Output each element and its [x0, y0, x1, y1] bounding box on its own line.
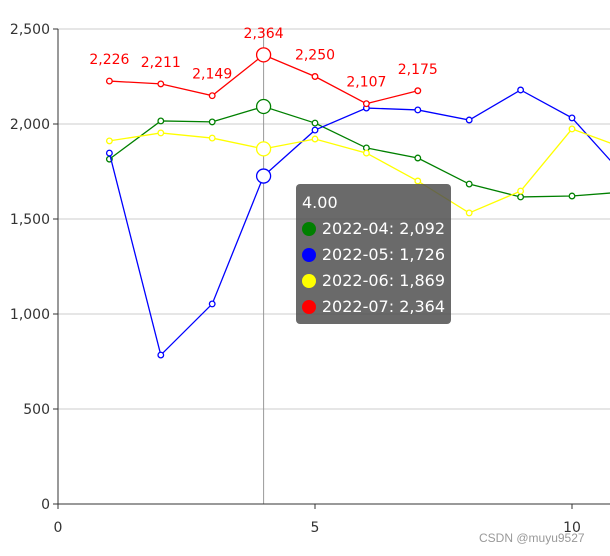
data-point[interactable] — [465, 116, 473, 124]
data-point[interactable] — [414, 87, 422, 95]
watermark: CSDN @muyu9527 — [479, 531, 585, 545]
tooltip-row: 2022-06: 1,869 — [302, 268, 445, 294]
y-tick-label: 1,500 — [10, 212, 50, 228]
series-dot-icon — [302, 222, 316, 236]
data-point[interactable] — [517, 86, 525, 94]
y-tick-label: 2,000 — [10, 117, 50, 133]
tooltip-title: 4.00 — [302, 193, 338, 212]
tooltip-row: 2022-05: 1,726 — [302, 242, 445, 268]
data-point[interactable] — [311, 73, 319, 80]
data-point[interactable] — [208, 134, 216, 142]
data-label: 2,211 — [141, 55, 181, 71]
data-label: 2,226 — [89, 52, 129, 68]
data-point[interactable] — [311, 119, 319, 127]
data-point[interactable] — [414, 106, 422, 114]
series-lines[interactable] — [105, 47, 610, 359]
data-point[interactable] — [208, 300, 216, 308]
data-label: 2,149 — [192, 67, 232, 83]
data-point[interactable] — [311, 126, 319, 134]
series-dot-icon — [302, 300, 316, 314]
x-tick-label: 0 — [54, 520, 63, 536]
x-tick-label: 5 — [311, 520, 320, 536]
series-dot-icon — [302, 274, 316, 288]
data-point[interactable] — [157, 129, 165, 137]
data-point[interactable] — [208, 118, 216, 126]
y-tick-label: 1,000 — [10, 307, 50, 323]
data-label: 2,175 — [398, 62, 438, 78]
data-point[interactable] — [311, 135, 319, 143]
data-label: 2,364 — [244, 26, 284, 42]
data-point[interactable] — [465, 180, 473, 188]
data-labels: 2,226 2,211 2,149 2,364 2,250 2,107 2,175 — [89, 26, 437, 91]
data-point[interactable] — [517, 193, 525, 201]
series-dot-icon — [302, 248, 316, 262]
data-point[interactable] — [255, 168, 272, 184]
x-tick-label: 10 — [563, 520, 581, 536]
data-point[interactable] — [105, 149, 113, 157]
data-point[interactable] — [105, 137, 113, 145]
tooltip-row: 2022-04: 2,092 — [302, 216, 445, 242]
data-label: 2,107 — [346, 75, 386, 91]
data-point[interactable] — [255, 47, 272, 63]
axes: 0 500 1,000 1,500 2,000 2,500 0 5 10 — [10, 22, 610, 536]
data-point[interactable] — [362, 149, 370, 157]
data-point[interactable] — [157, 80, 165, 88]
data-point[interactable] — [517, 187, 525, 195]
data-point[interactable] — [414, 177, 422, 185]
data-point[interactable] — [157, 351, 165, 359]
data-point[interactable] — [568, 125, 576, 133]
data-point[interactable] — [568, 192, 576, 200]
data-point[interactable] — [255, 98, 272, 115]
data-point[interactable] — [465, 209, 473, 217]
tooltip-row: 2022-07: 2,364 — [302, 294, 445, 320]
tooltip: 4.00 2022-04: 2,092 2022-05: 1,726 2022-… — [296, 184, 451, 324]
data-point[interactable] — [255, 141, 272, 157]
y-tick-label: 0 — [41, 497, 50, 513]
data-point[interactable] — [568, 114, 576, 122]
data-label: 2,250 — [295, 48, 335, 64]
data-point[interactable] — [105, 77, 113, 85]
y-tick-label: 2,500 — [10, 22, 50, 38]
data-point[interactable] — [362, 100, 370, 108]
data-point[interactable] — [414, 154, 422, 162]
data-point[interactable] — [157, 117, 165, 125]
y-tick-label: 500 — [23, 402, 50, 418]
data-point[interactable] — [208, 92, 216, 100]
